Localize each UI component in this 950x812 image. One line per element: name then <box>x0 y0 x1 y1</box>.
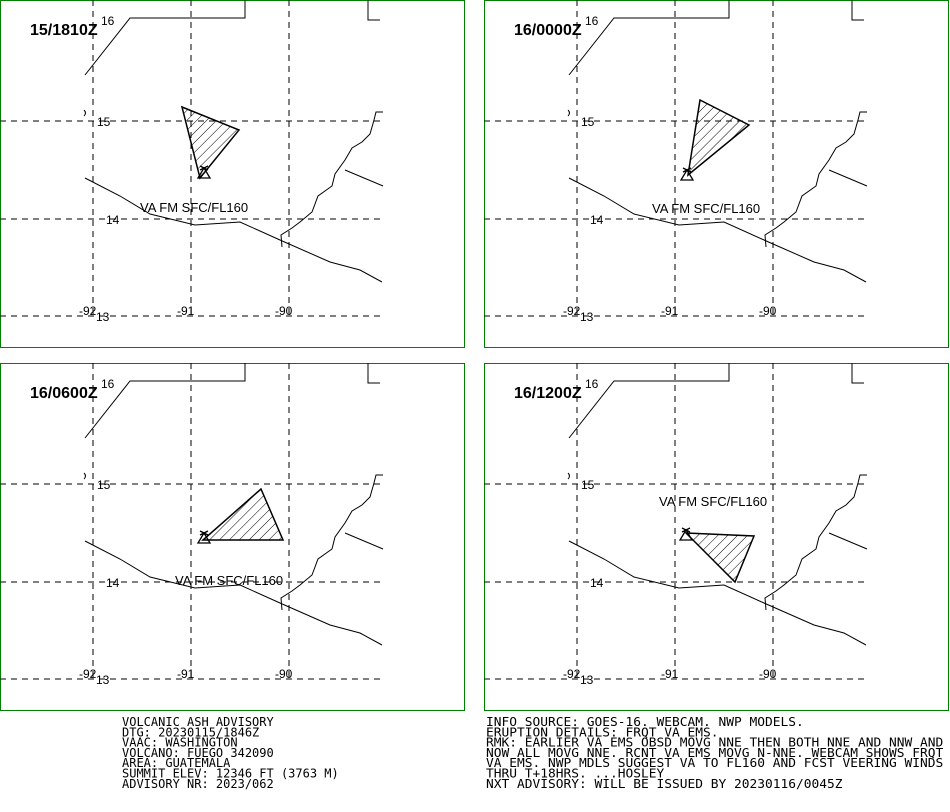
lat-label: 16 <box>101 14 115 28</box>
boundary <box>83 472 86 480</box>
lat-label: 13 <box>580 310 594 324</box>
panel-frame <box>0 0 465 348</box>
boundary <box>764 111 867 248</box>
boundary <box>367 363 380 384</box>
boundary <box>84 0 246 76</box>
boundary <box>84 363 246 439</box>
advisory-line: ADVISORY NR: 2023/062 <box>122 777 274 791</box>
ash-label: VA FM SFC/FL160 <box>140 200 248 215</box>
boundary <box>568 0 730 76</box>
lat-label: 14 <box>106 576 120 590</box>
boundary <box>828 532 868 550</box>
lat-label: 16 <box>585 14 599 28</box>
boundary <box>84 540 383 646</box>
advisory-line: THRU T+18HRS. ...HOSLEY <box>486 767 665 781</box>
ash-area <box>201 487 285 541</box>
boundary <box>367 0 380 21</box>
advisory-line: RMK: EARLIER VA EMS OBSD MOVG NNE THEN B… <box>486 736 943 750</box>
volcano-symbol <box>196 530 212 544</box>
panel-frame <box>484 363 949 711</box>
advisory-line: AREA: GUATEMALA <box>122 756 231 770</box>
boundary <box>567 109 570 117</box>
volcano-symbol <box>196 165 212 179</box>
advisory-line: SUMMIT ELEV: 12346 FT (3763 M) <box>122 767 339 781</box>
boundary <box>344 169 384 187</box>
boundary <box>568 363 730 439</box>
lon-label: -92 <box>79 667 97 681</box>
boundary <box>280 111 383 248</box>
advisory-line: NOW ALL MOVG NNE. RCNT VA EMS MOVG N-NNE… <box>486 746 943 760</box>
ash-area <box>684 532 756 584</box>
boundary <box>568 177 867 283</box>
ash-area <box>180 105 241 180</box>
lon-label: -90 <box>759 667 777 681</box>
panel-frame <box>484 0 949 348</box>
lat-label: 15 <box>581 115 595 129</box>
lat-label: 13 <box>96 673 110 687</box>
advisory-line: VAAC: WASHINGTON <box>122 736 238 750</box>
lat-label: 14 <box>106 213 120 227</box>
valid-time: 16/0000Z <box>514 22 582 39</box>
volcano-symbol <box>679 167 695 181</box>
valid-time: 16/1200Z <box>514 385 582 402</box>
boundary <box>568 540 867 646</box>
lon-label: -91 <box>177 667 195 681</box>
advisory-line: NXT ADVISORY: WILL BE ISSUED BY 20230116… <box>486 777 843 791</box>
lat-label: 15 <box>97 478 111 492</box>
boundary <box>84 177 383 283</box>
boundary <box>83 109 86 117</box>
lat-label: 13 <box>96 310 110 324</box>
lon-label: -90 <box>275 667 293 681</box>
lat-label: 13 <box>580 673 594 687</box>
boundary <box>851 0 864 21</box>
advisory-line: INFO SOURCE: GOES-16. WEBCAM. NWP MODELS… <box>486 715 804 729</box>
volcano-symbol <box>678 527 694 541</box>
boundary <box>764 474 867 611</box>
lon-label: -90 <box>759 304 777 318</box>
boundary <box>828 169 868 187</box>
advisory-line: ERUPTION DETAILS: FRQT VA EMS. <box>486 725 719 739</box>
lon-label: -92 <box>563 304 581 318</box>
ash-area <box>686 98 751 177</box>
lat-label: 15 <box>581 478 595 492</box>
panel-frame <box>0 363 465 711</box>
lon-label: -92 <box>79 304 97 318</box>
lat-label: 14 <box>590 576 604 590</box>
boundary <box>567 472 570 480</box>
ash-label: VA FM SFC/FL160 <box>659 494 767 509</box>
lat-label: 16 <box>101 377 115 391</box>
lat-label: 15 <box>97 115 111 129</box>
advisory-line: VOLCANO: FUEGO 342090 <box>122 746 274 760</box>
boundary <box>280 474 383 611</box>
lon-label: -91 <box>177 304 195 318</box>
advisory-line: DTG: 20230115/1846Z <box>122 725 259 739</box>
valid-time: 15/1810Z <box>30 22 98 39</box>
valid-time: 16/0600Z <box>30 385 98 402</box>
lon-label: -90 <box>275 304 293 318</box>
lon-label: -92 <box>563 667 581 681</box>
boundary <box>344 532 384 550</box>
lon-label: -91 <box>661 667 679 681</box>
lon-label: -91 <box>661 304 679 318</box>
lat-label: 16 <box>585 377 599 391</box>
ash-label: VA FM SFC/FL160 <box>652 201 760 216</box>
advisory-line: VA EMS. NWP MDLS SUGGEST VA TO FL160 AND… <box>486 756 943 770</box>
boundary <box>851 363 864 384</box>
lat-label: 14 <box>590 213 604 227</box>
advisory-line: VOLCANIC ASH ADVISORY <box>122 715 274 729</box>
ash-label: VA FM SFC/FL160 <box>175 573 283 588</box>
